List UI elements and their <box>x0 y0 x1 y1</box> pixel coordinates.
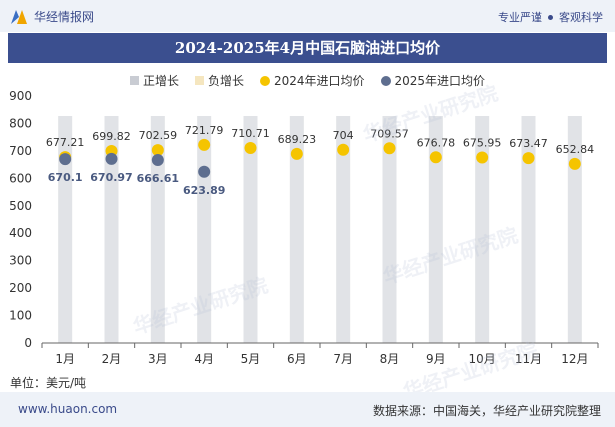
footer: www.huaon.com 数据来源：中国海关，华经产业研究院整理 <box>0 392 615 427</box>
point-2025-2 <box>105 152 118 165</box>
label-2024-9: 676.78 <box>417 136 456 149</box>
growth-bar-5 <box>243 116 258 343</box>
growth-bar-12 <box>567 116 582 343</box>
label-2024-11: 673.47 <box>509 137 548 150</box>
y-tick-label-0: 0 <box>24 336 32 350</box>
legend-2024-label: 2024年进口均价 <box>273 74 365 88</box>
label-2024-8: 709.57 <box>370 127 409 140</box>
y-tick-label-5: 500 <box>9 199 32 213</box>
y-tick-label-8: 800 <box>9 116 32 130</box>
legend-2024[interactable]: 2024年进口均价 <box>259 72 365 89</box>
data-source: 数据来源：中国海关，华经产业研究院整理 <box>372 404 601 418</box>
growth-bar-8 <box>382 116 397 343</box>
point-2024-8 <box>383 142 396 155</box>
x-tick-label-2: 2月 <box>102 352 122 366</box>
x-tick-label-1: 1月 <box>55 352 75 366</box>
point-2025-4 <box>198 165 211 178</box>
growth-bar-9 <box>428 116 443 343</box>
point-2024-7 <box>337 143 350 156</box>
chart-legend: 正增长 负增长 2024年进口均价 2025年进口均价 <box>0 72 615 89</box>
label-2024-2: 699.82 <box>92 130 131 143</box>
label-2024-7: 704 <box>333 129 354 142</box>
label-2025-4: 623.89 <box>183 184 225 197</box>
x-tick-label-4: 4月 <box>194 352 214 366</box>
growth-bar-11 <box>521 116 536 343</box>
label-2024-10: 675.95 <box>463 136 502 149</box>
legend-negative-label: 负增长 <box>207 74 244 88</box>
legend-2025[interactable]: 2025年进口均价 <box>380 72 486 89</box>
label-2024-1: 677.21 <box>46 136 85 149</box>
legend-negative[interactable]: 负增长 <box>194 72 244 89</box>
growth-bar-2 <box>104 116 119 343</box>
separator-dot-icon <box>548 14 553 20</box>
top-bar: 华经情报网 专业严谨 客观科学 <box>0 0 615 32</box>
growth-bar-7 <box>336 116 351 343</box>
label-2025-2: 670.97 <box>90 171 132 184</box>
label-2024-4: 721.79 <box>185 124 224 137</box>
growth-bar-3 <box>150 116 165 343</box>
chart-title: 2024-2025年4月中国石脑油进口均价 <box>8 33 607 63</box>
point-2024-6 <box>290 147 303 160</box>
y-tick-label-7: 700 <box>9 144 32 158</box>
site-link[interactable]: www.huaon.com <box>18 402 118 416</box>
x-tick-label-11: 11月 <box>515 352 542 366</box>
tag-professional: 专业严谨 <box>498 11 542 24</box>
point-2024-3 <box>151 144 164 157</box>
brand[interactable]: 华经情报网 <box>10 8 94 25</box>
x-tick-label-8: 8月 <box>380 352 400 366</box>
x-tick-label-7: 7月 <box>333 352 353 366</box>
x-tick-label-5: 5月 <box>241 352 261 366</box>
label-2025-1: 670.1 <box>48 171 83 184</box>
y-tick-label-4: 400 <box>9 226 32 240</box>
point-2024-10 <box>476 151 489 164</box>
legend-2025-swatch <box>380 75 391 86</box>
point-2025-3 <box>151 154 164 167</box>
x-tick-label-10: 10月 <box>469 352 496 366</box>
label-2024-3: 702.59 <box>139 129 178 142</box>
growth-bar-6 <box>289 116 304 343</box>
unit-label: 单位：美元/吨 <box>10 376 87 390</box>
legend-positive-swatch <box>129 76 139 85</box>
point-2024-12 <box>568 157 581 170</box>
x-tick-label-9: 9月 <box>426 352 446 366</box>
x-tick-label-3: 3月 <box>148 352 168 366</box>
huajing-logo-icon <box>11 9 27 24</box>
label-2024-5: 710.71 <box>231 127 270 140</box>
y-tick-label-1: 100 <box>9 309 32 323</box>
tag-objective: 客观科学 <box>559 11 603 24</box>
y-tick-label-9: 900 <box>9 89 32 103</box>
y-tick-label-2: 200 <box>9 281 32 295</box>
label-2025-3: 666.61 <box>137 172 179 185</box>
legend-positive-label: 正增长 <box>142 74 179 88</box>
point-2024-4 <box>198 138 211 151</box>
x-tick-label-6: 6月 <box>287 352 307 366</box>
point-2024-5 <box>244 141 257 154</box>
brand-name: 华经情报网 <box>34 10 95 24</box>
label-2024-6: 689.23 <box>278 133 317 146</box>
y-tick-label-6: 600 <box>9 171 32 185</box>
header-tags: 专业严谨 客观科学 <box>498 9 603 25</box>
point-2024-11 <box>522 152 535 165</box>
legend-2024-swatch <box>259 75 270 86</box>
y-tick-label-3: 300 <box>9 254 32 268</box>
legend-positive[interactable]: 正增长 <box>129 72 179 89</box>
x-tick-label-12: 12月 <box>561 352 588 366</box>
legend-negative-swatch <box>194 76 204 85</box>
growth-bar-10 <box>475 116 490 343</box>
growth-bar-1 <box>58 116 73 343</box>
point-2025-1 <box>59 153 72 166</box>
point-2024-9 <box>429 151 442 164</box>
legend-2025-label: 2025年进口均价 <box>394 74 486 88</box>
label-2024-12: 652.84 <box>556 143 595 156</box>
